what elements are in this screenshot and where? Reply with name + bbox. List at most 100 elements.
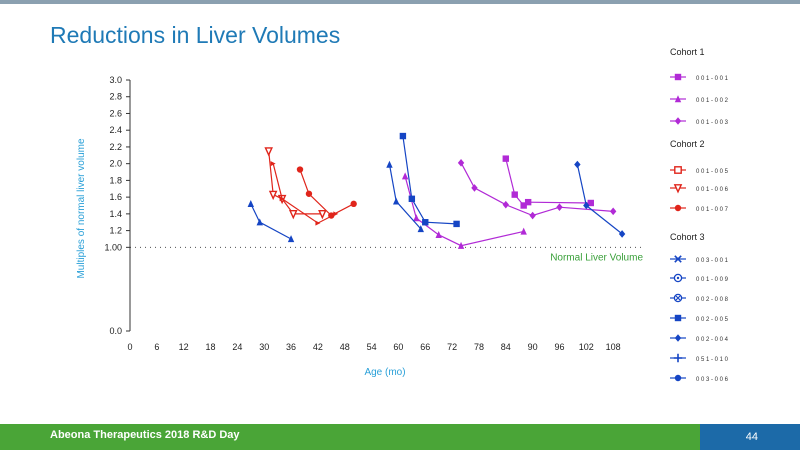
series-001-006-point xyxy=(288,209,298,220)
series-001-006-point xyxy=(268,190,278,201)
series-001-007-line xyxy=(299,169,354,217)
legend-cohort-title: Cohort 1 xyxy=(670,47,705,57)
x-tick-label: 12 xyxy=(179,342,189,352)
series-002-005-line xyxy=(402,136,457,225)
footer-text: Abeona Therapeutics 2018 R&D Day xyxy=(50,429,240,441)
legend-marker xyxy=(673,273,683,283)
series-002-004-point xyxy=(574,160,581,169)
series-extra-1-point xyxy=(287,235,295,243)
series-001-007-point xyxy=(296,166,304,173)
y-tick-label: 2.4 xyxy=(109,125,122,135)
series-extra-0-point xyxy=(270,161,276,167)
x-tick-label: 54 xyxy=(367,342,377,352)
legend-marker-cross xyxy=(675,295,681,301)
series-001-001-point xyxy=(587,199,594,207)
legend-label: 0 5 1 - 0 1 0 xyxy=(696,357,729,363)
series-001-007-point xyxy=(350,200,357,208)
legend-label: 0 0 2 - 0 0 8 xyxy=(696,297,729,303)
x-tick-label: 66 xyxy=(420,342,430,352)
series-001-001-point xyxy=(524,198,532,206)
series-001-002-point xyxy=(520,227,527,235)
y-tick-label: 3.0 xyxy=(109,75,122,85)
series-001-002-line xyxy=(404,176,524,247)
legend-marker xyxy=(674,255,682,263)
y-tick-label: 1.00 xyxy=(104,242,122,252)
series-extra-0-line xyxy=(272,163,337,224)
series-extra-0-point xyxy=(315,220,321,226)
series-002-004-line xyxy=(576,164,623,235)
legend-marker xyxy=(674,204,682,212)
x-tick-label: 18 xyxy=(206,342,216,352)
y-tick-label: 1.4 xyxy=(109,209,122,219)
legend-label: 0 0 3 - 0 0 1 xyxy=(696,258,729,264)
legend-label: 0 0 1 - 0 0 9 xyxy=(696,277,729,283)
x-tick-label: 84 xyxy=(501,342,511,352)
x-tick-label: 60 xyxy=(393,342,403,352)
y-tick-label: 2.6 xyxy=(109,108,122,118)
legend-marker xyxy=(673,184,683,194)
series-002-005-point xyxy=(422,219,429,226)
x-tick-label: 48 xyxy=(340,342,350,352)
series-001-006-line xyxy=(268,151,323,215)
legend-label: 0 0 2 - 0 0 4 xyxy=(696,337,729,343)
x-tick-label: 96 xyxy=(554,342,564,352)
page-number: 44 xyxy=(745,431,758,443)
series-extra-0-point xyxy=(279,196,285,202)
series-001-001-line xyxy=(528,201,591,204)
series-001-003-point xyxy=(457,159,465,167)
legend-marker xyxy=(674,95,682,103)
legend-label: 0 0 3 - 0 0 6 xyxy=(696,377,729,383)
legend-label: 0 0 1 - 0 0 6 xyxy=(696,187,729,193)
top-bar xyxy=(0,0,800,4)
x-tick-label: 90 xyxy=(528,342,538,352)
x-tick-label: 108 xyxy=(606,342,621,352)
legend-marker xyxy=(674,117,682,125)
legend-label: 0 0 1 - 0 0 1 xyxy=(696,76,729,82)
series-002-005-point xyxy=(453,220,460,228)
y-tick-label: 2.2 xyxy=(109,142,122,152)
x-tick-label: 6 xyxy=(154,342,159,352)
legend-marker xyxy=(674,314,682,322)
series-001-002-point xyxy=(413,214,420,222)
series-002-005-point xyxy=(399,132,407,140)
legend-marker xyxy=(674,374,682,382)
series-extra-1-line xyxy=(250,203,292,240)
series-001-006-point xyxy=(318,209,327,220)
series-002-004-point xyxy=(618,230,626,238)
series-extra-1-point xyxy=(247,200,254,208)
series-001-003-point xyxy=(609,207,617,216)
x-tick-label: 42 xyxy=(313,342,323,352)
y-tick-label: 1.2 xyxy=(109,226,122,236)
x-tick-label: 78 xyxy=(474,342,484,352)
y-tick-label: 1.8 xyxy=(109,175,122,185)
x-tick-label: 72 xyxy=(447,342,457,352)
series-001-002-point xyxy=(401,172,409,180)
x-tick-label: 30 xyxy=(259,342,269,352)
series-001-007-point xyxy=(305,190,313,197)
series-001-003-point xyxy=(556,203,563,211)
series-extra-1-point xyxy=(256,218,263,226)
series-extra-2-point xyxy=(392,197,400,205)
series-001-003-point xyxy=(502,200,509,209)
y-tick-label: 0.0 xyxy=(109,326,122,336)
legend-cohort-title: Cohort 3 xyxy=(670,232,705,242)
page-title: Reductions in Liver Volumes xyxy=(50,22,341,48)
legend-marker xyxy=(674,166,682,174)
liver-volume-chart: 0.0 1.00 1.2 1.4 1.6 1.8 2.0 2.2 2.4 2.6 2.8 3.0 0 6 1… xyxy=(76,47,729,383)
series-extra-3-point xyxy=(511,191,518,198)
y-tick-label: 2.0 xyxy=(109,159,122,169)
y-tick-label: 2.8 xyxy=(109,92,122,102)
legend-label: 0 0 1 - 0 0 7 xyxy=(696,207,729,213)
footer-bar: Abeona Therapeutics 2018 R&D Day 44 xyxy=(0,424,800,450)
series-extra-0-point xyxy=(333,211,339,217)
series-002-004-point xyxy=(583,201,590,210)
y-axis-title: Multiples of normal liver volume xyxy=(76,138,87,278)
page-number-box: 44 xyxy=(700,424,800,450)
legend-label: 0 0 1 - 0 0 2 xyxy=(696,98,729,104)
y-tick-label: 1.6 xyxy=(109,192,122,202)
series-extra-3-point xyxy=(502,155,509,162)
series-001-002-point xyxy=(435,230,442,238)
x-tick-label: 102 xyxy=(579,342,594,352)
series-001-002-point xyxy=(457,241,465,249)
series-extra-2-point xyxy=(386,160,393,168)
